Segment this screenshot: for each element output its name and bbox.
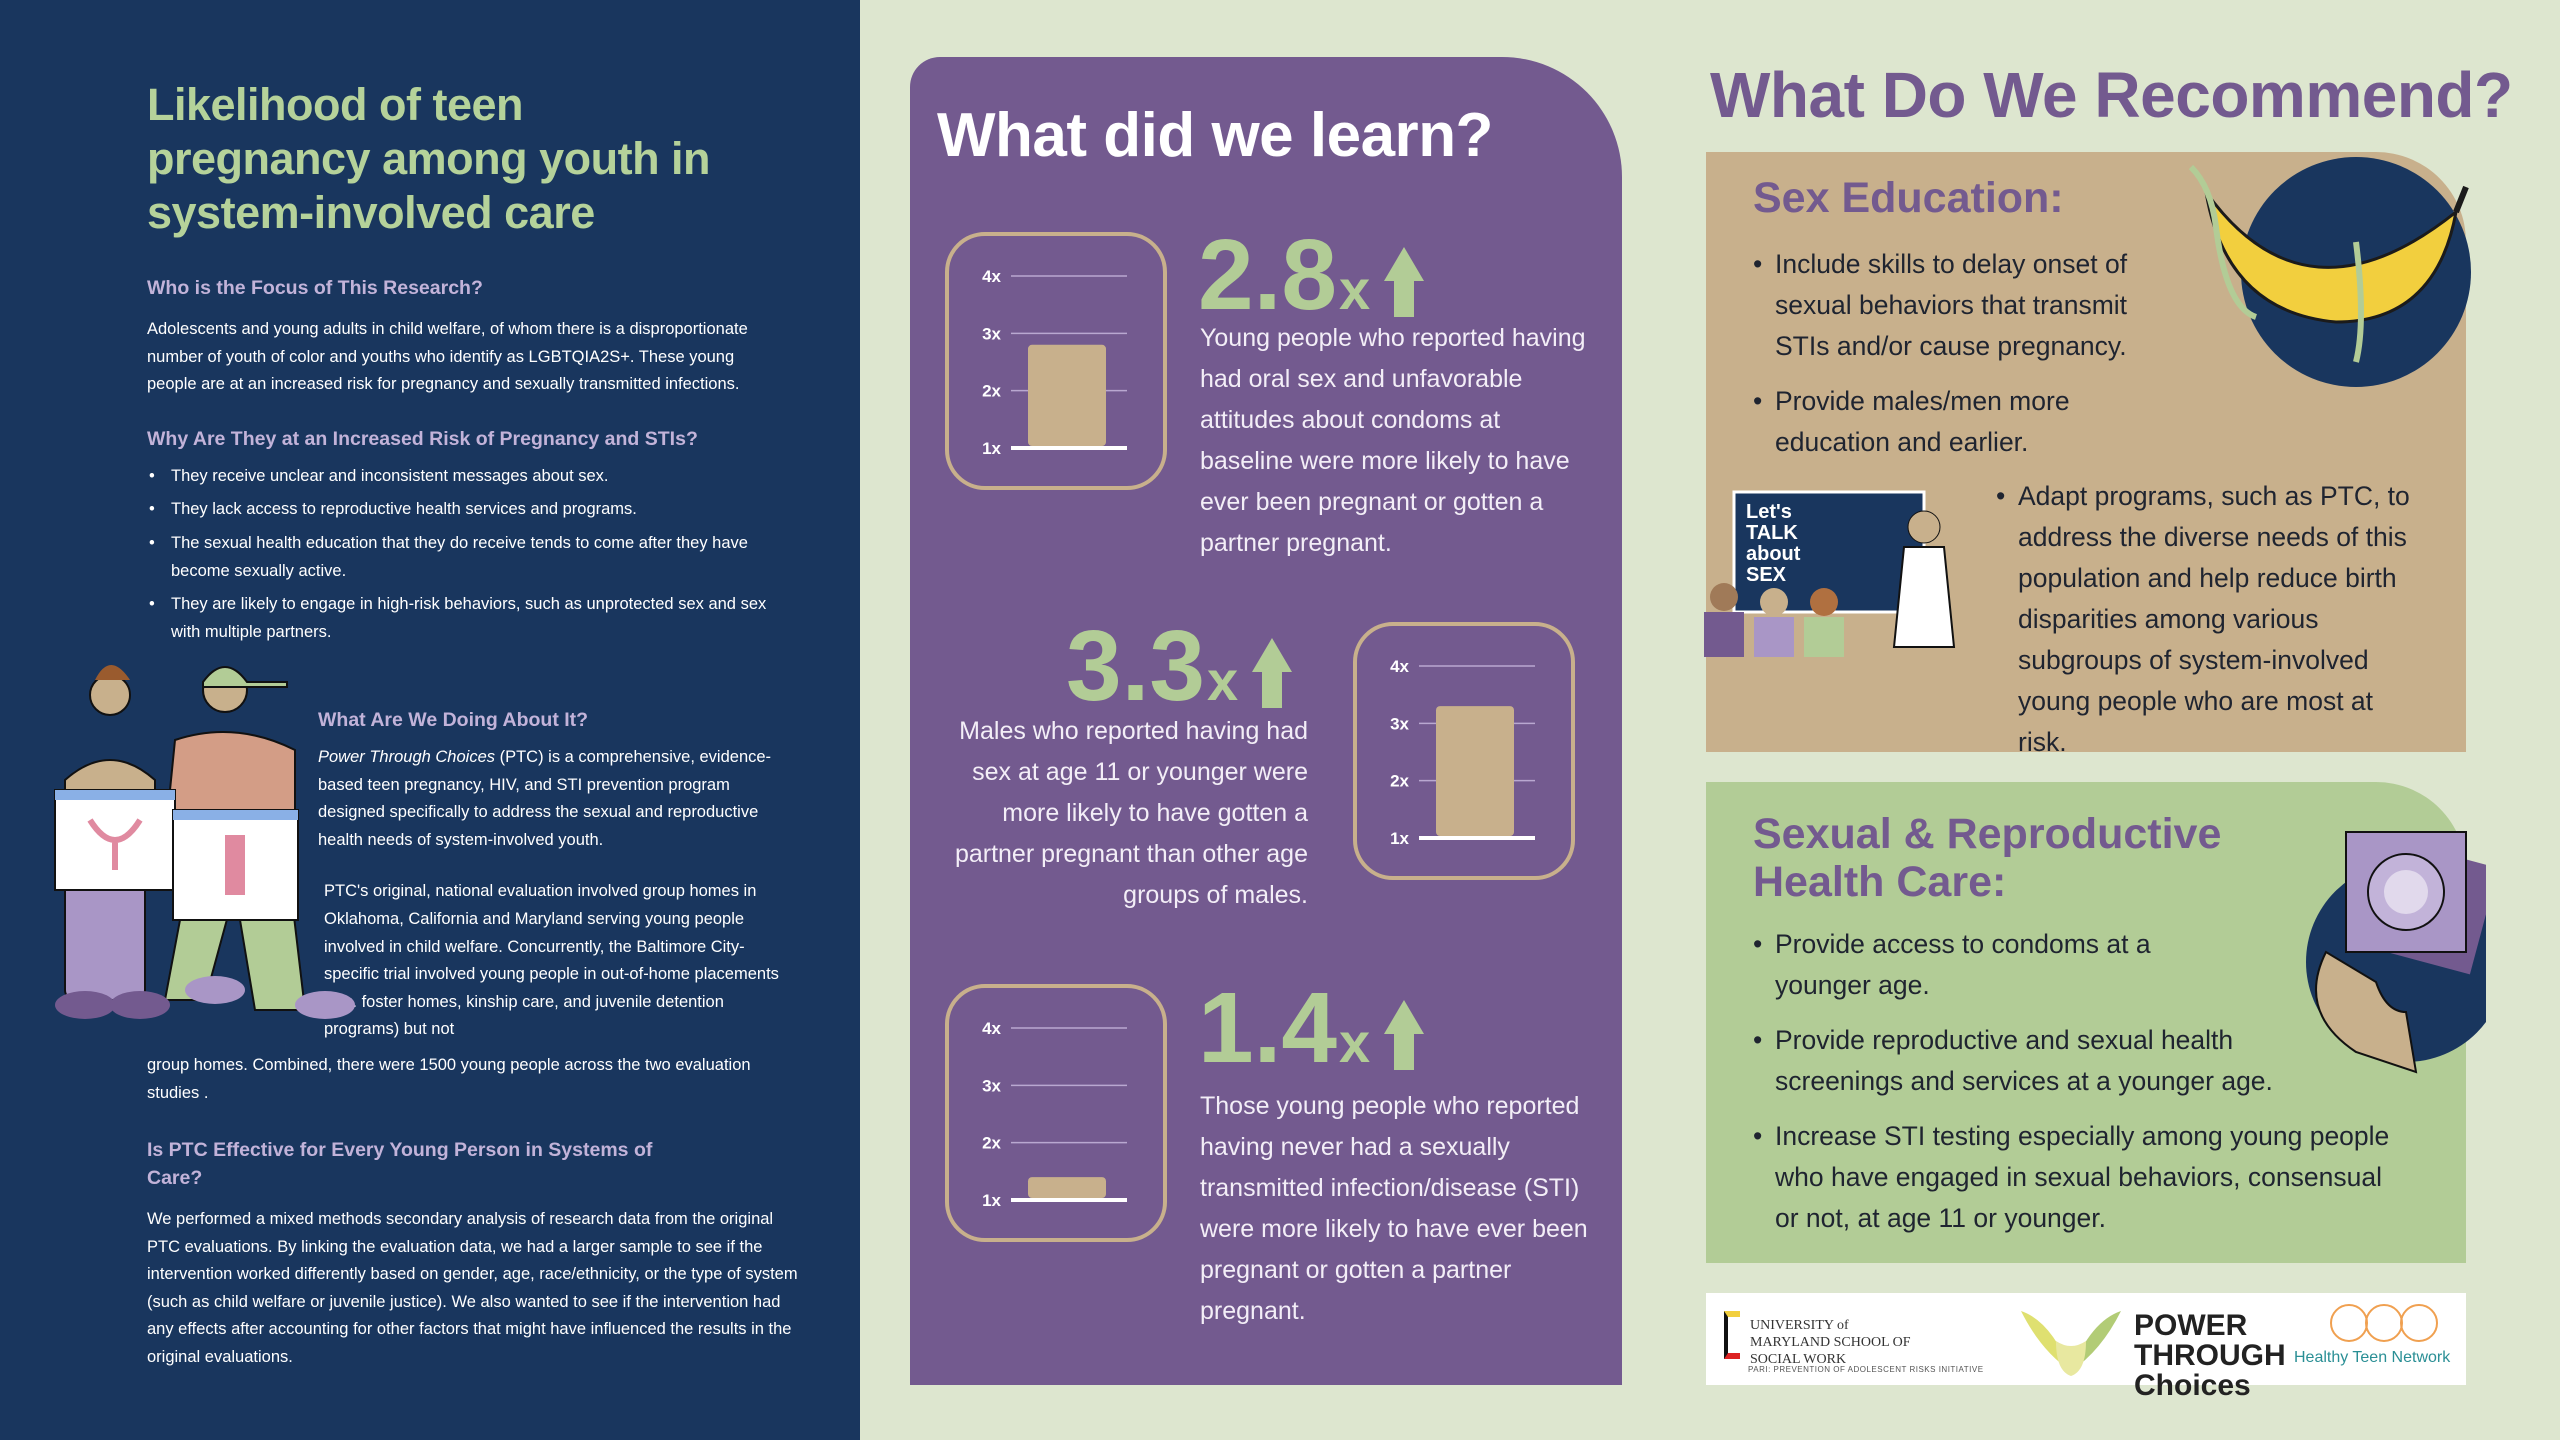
classroom-illustration	[1704, 490, 1956, 657]
program-name: Power Through Choices	[318, 748, 496, 766]
bar-chart-2: 1x 2x 3x 4x	[1390, 657, 1535, 848]
umd-logo-subtitle: PARI: PREVENTION OF ADOLESCENT RISKS INI…	[1748, 1365, 1984, 1374]
health-care-heading: Sexual & Reproductive Health Care:	[1753, 810, 2222, 906]
umd-logo-icon	[1724, 1311, 1740, 1359]
y-tick-label: 1x	[1390, 829, 1409, 848]
sex-ed-list-2: Adapt programs, such as PTC, to address …	[1996, 476, 2416, 763]
banana-illustration	[2188, 157, 2471, 387]
sex-education-box: Sex Education: Include skills to delay o…	[1704, 152, 2471, 757]
bar	[1436, 706, 1514, 836]
arrow-up-icon	[1384, 1000, 1425, 1070]
stat-unit: x	[1339, 1011, 1371, 1074]
list-item: Increase STI testing especially among yo…	[1753, 1116, 2393, 1239]
condom-illustration	[2306, 831, 2486, 1074]
bar	[1028, 1177, 1106, 1198]
y-tick-label: 2x	[1390, 772, 1409, 791]
stat-1-text: Young people who reported having had ora…	[1200, 324, 1586, 557]
focus-heading: Who is the Focus of This Research?	[147, 277, 483, 299]
stat-3-value: 1.4 x	[1198, 972, 1425, 1084]
y-tick-label: 2x	[982, 1134, 1001, 1153]
stat-unit: x	[1207, 649, 1239, 712]
arrow-up-icon	[1384, 247, 1425, 317]
sex-education-heading: Sex Education:	[1753, 174, 2064, 222]
risk-list: They receive unclear and inconsistent me…	[147, 463, 787, 647]
y-tick-label: 4x	[982, 1019, 1001, 1038]
stat-number: 3.3	[1066, 610, 1206, 722]
chart-box-1: 1x 2x 3x 4x	[945, 232, 1167, 490]
risk-heading: Why Are They at an Increased Risk of Pre…	[147, 427, 698, 450]
y-tick-label: 3x	[1390, 714, 1409, 733]
partner-logos-bar: UNIVERSITY of MARYLAND SCHOOL OF SOCIAL …	[1706, 1293, 2466, 1401]
doing-body-3: group homes. Combined, there were 1500 y…	[147, 1056, 751, 1102]
doing-body-2: PTC's original, national evaluation invo…	[324, 882, 779, 1039]
list-item: They lack access to reproductive health …	[147, 496, 787, 524]
effective-heading: Is PTC Effective for Every Young Person …	[147, 1139, 653, 1189]
youth-illustration	[54, 665, 355, 1019]
y-tick-label: 3x	[982, 1076, 1001, 1095]
stat-1-value: 2.8 x	[1198, 219, 1425, 331]
owl-logo-icon	[2021, 1311, 2121, 1376]
bar-chart-3: 1x 2x 3x 4x	[982, 1019, 1127, 1210]
stat-number: 2.8	[1198, 219, 1338, 331]
htn-logo-text: Healthy Teen Network	[2294, 1349, 2451, 1366]
sex-ed-list: Include skills to delay onset of sexual …	[1753, 244, 2183, 463]
chart-box-3: 1x 2x 3x 4x	[945, 984, 1167, 1242]
stat-2-text: Males who reported having had sex at age…	[954, 717, 1308, 909]
left-panel: Likelihood of teen pregnancy among youth…	[0, 0, 860, 1440]
list-item: Adapt programs, such as PTC, to address …	[1996, 476, 2416, 763]
doing-body-1: (PTC) is a comprehensive, evidence-based…	[318, 748, 772, 849]
effective-section: Is PTC Effective for Every Young Person …	[147, 1136, 802, 1372]
effective-body: We performed a mixed methods secondary a…	[147, 1210, 798, 1366]
stat-number: 1.4	[1198, 972, 1338, 1084]
stat-3-text: Those young people who reported having n…	[1200, 1092, 1588, 1325]
doing-body-3-wrap: group homes. Combined, there were 1500 y…	[147, 1052, 787, 1107]
stat-unit: x	[1339, 258, 1371, 321]
list-item: Provide males/men more education and ear…	[1753, 381, 2183, 463]
chart-box-2: 1x 2x 3x 4x	[1353, 622, 1575, 880]
stat-2-value: 3.3 x	[1066, 610, 1293, 722]
y-tick-label: 4x	[982, 267, 1001, 286]
list-item: Provide access to condoms at a younger a…	[1753, 924, 2173, 1006]
bar-chart-1: 1x 2x 3x 4x	[982, 267, 1127, 458]
learn-title: What did we learn?	[937, 101, 1493, 170]
y-tick-label: 1x	[982, 439, 1001, 458]
recommend-title: What Do We Recommend?	[1710, 59, 2513, 131]
bar	[1028, 344, 1106, 446]
y-tick-label: 1x	[982, 1191, 1001, 1210]
y-tick-label: 3x	[982, 324, 1001, 343]
ptc-logo-text: POWER THROUGH Choices	[2134, 1309, 2286, 1402]
umd-logo-text: UNIVERSITY of MARYLAND SCHOOL OF SOCIAL …	[1750, 1318, 1911, 1367]
health-care-box: Sexual & Reproductive Health Care: Provi…	[1706, 782, 2486, 1263]
focus-section: Who is the Focus of This Research? Adole…	[147, 274, 787, 646]
page-title: Likelihood of teen pregnancy among youth…	[147, 79, 711, 238]
list-item: They receive unclear and inconsistent me…	[147, 463, 787, 491]
focus-body: Adolescents and young adults in child we…	[147, 320, 748, 394]
list-item: They are likely to engage in high-risk b…	[147, 591, 787, 646]
doing-heading: What Are We Doing About It?	[318, 709, 589, 731]
htn-logo-icon	[2330, 1304, 2438, 1342]
y-tick-label: 2x	[982, 382, 1001, 401]
health-care-list: Provide access to condoms at a younger a…	[1753, 924, 2393, 1239]
board-text: Let's TALK about SEX	[1746, 501, 1801, 586]
y-tick-label: 4x	[1390, 657, 1409, 676]
arrow-up-icon	[1252, 638, 1293, 708]
doing-section: What Are We Doing About It? Power Throug…	[318, 706, 793, 1044]
list-item: The sexual health education that they do…	[147, 530, 787, 585]
list-item: Include skills to delay onset of sexual …	[1753, 244, 2173, 367]
list-item: Provide reproductive and sexual health s…	[1753, 1020, 2313, 1102]
